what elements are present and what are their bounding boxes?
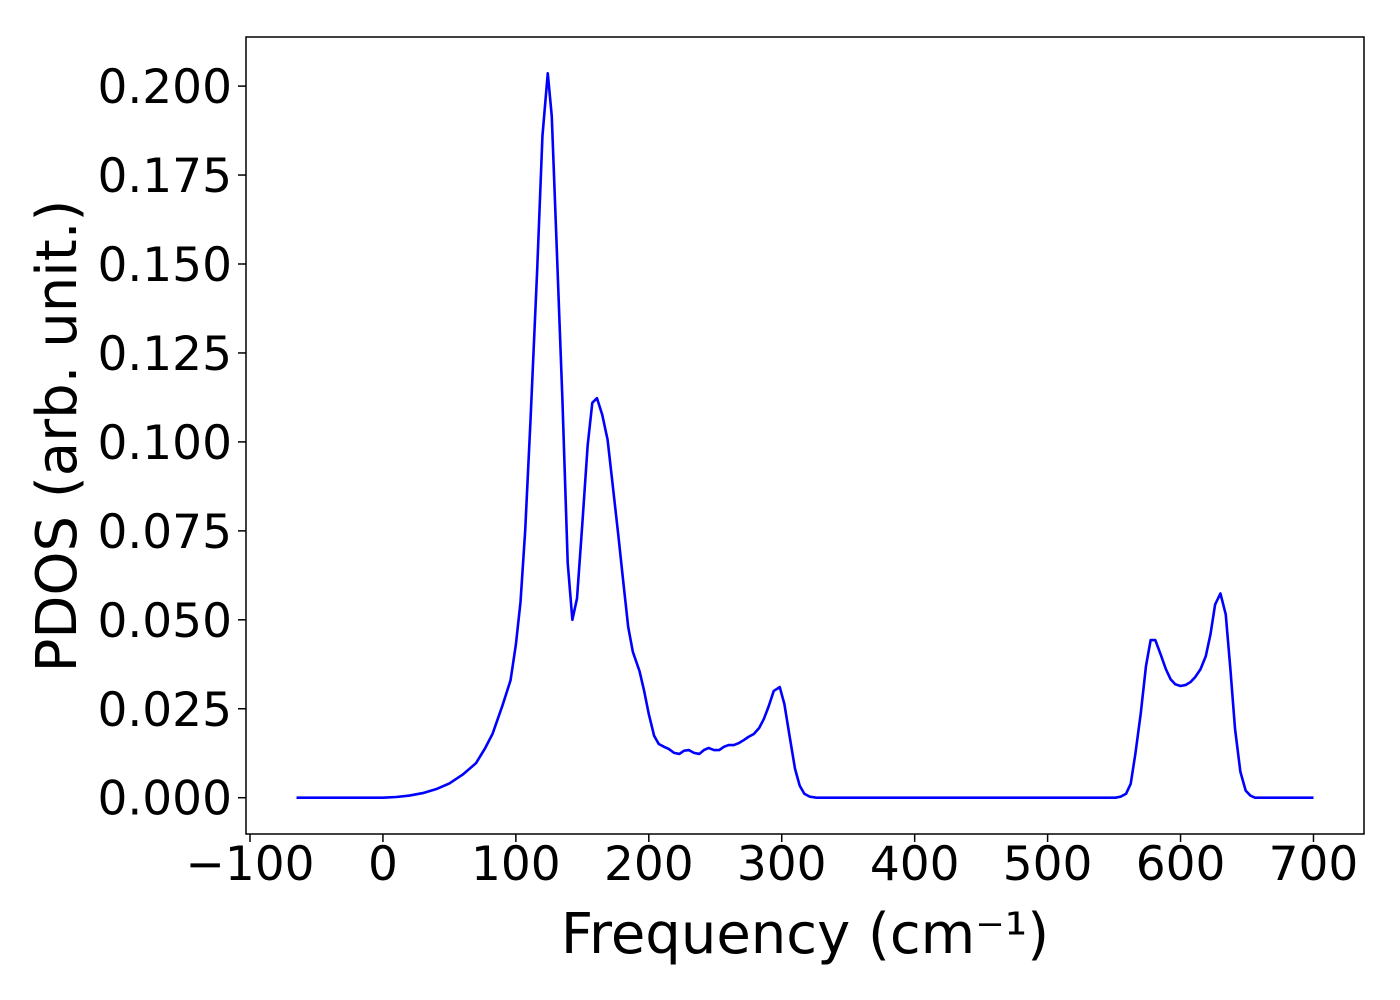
x-tick-label: 700 xyxy=(1269,837,1359,892)
x-tick-label: 100 xyxy=(471,837,561,892)
data-line xyxy=(296,71,1314,800)
plot-frame xyxy=(245,36,1365,835)
y-tick-label: 0.150 xyxy=(97,238,232,293)
y-tick-label: 0.075 xyxy=(97,505,232,560)
x-tick-label: 200 xyxy=(604,837,694,892)
x-tick-label: 500 xyxy=(1003,837,1093,892)
x-tick-label: 0 xyxy=(368,837,398,892)
x-tick-label: 600 xyxy=(1136,837,1226,892)
y-tick-label: 0.200 xyxy=(97,60,232,115)
y-tick-label: 0.025 xyxy=(97,683,232,738)
x-tick-label: 400 xyxy=(870,837,960,892)
x-tick-label: 300 xyxy=(737,837,827,892)
y-tick-label: 0.050 xyxy=(97,594,232,649)
y-axis-label: PDOS (arb. unit.) xyxy=(25,200,90,673)
y-tick-label: 0.175 xyxy=(97,149,232,204)
x-axis-label: Frequency (cm⁻¹) xyxy=(561,902,1049,967)
y-tick-label: 0.125 xyxy=(97,327,232,382)
y-tick-label: 0.000 xyxy=(97,772,232,827)
x-tick-label: −100 xyxy=(185,837,314,892)
y-tick-label: 0.100 xyxy=(97,416,232,471)
